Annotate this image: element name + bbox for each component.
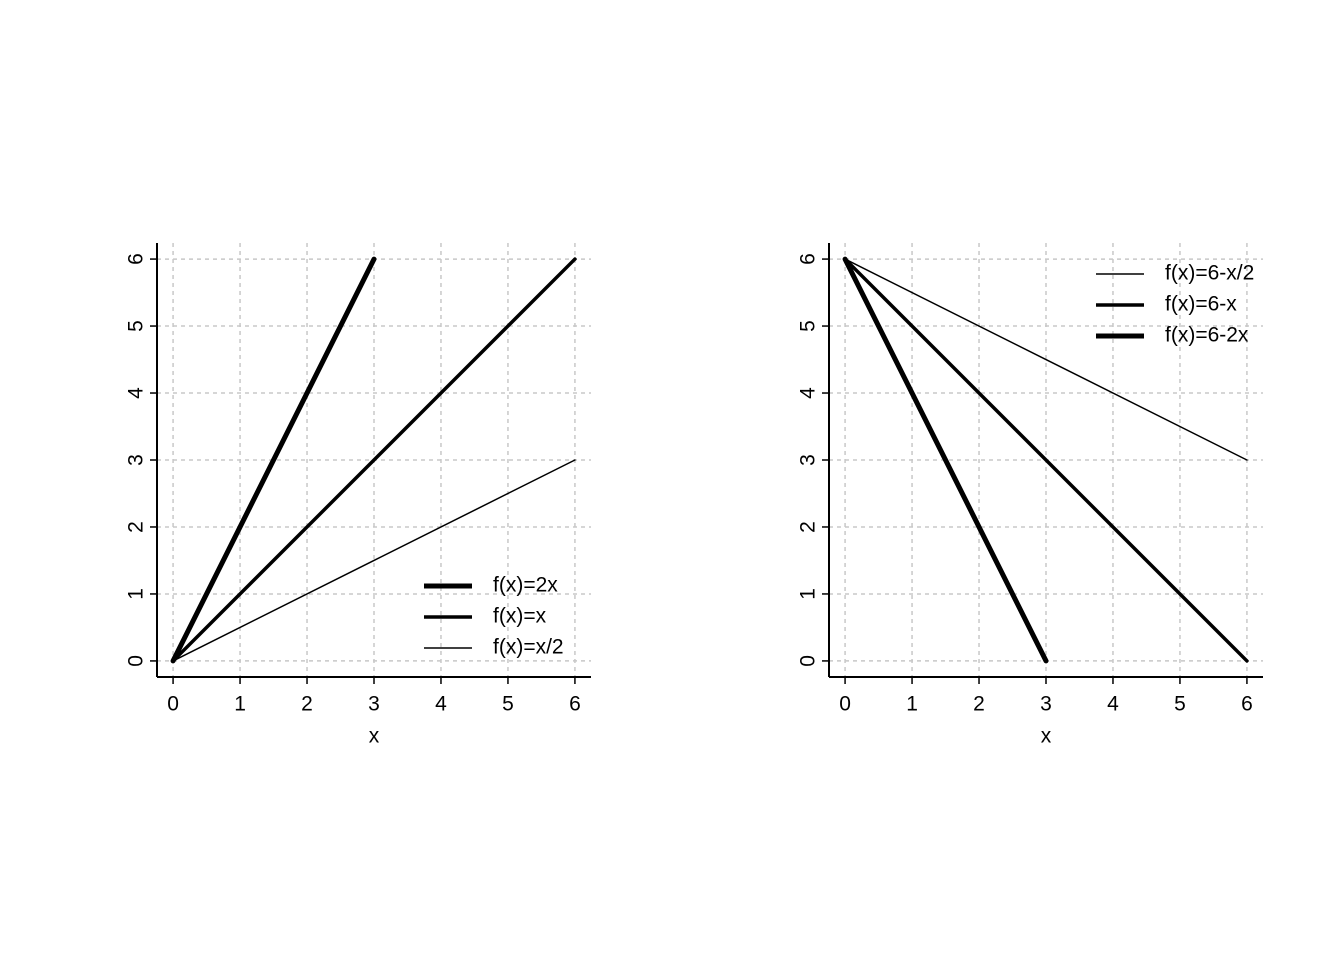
x-tick-label: 1 xyxy=(234,693,246,716)
series-line xyxy=(171,257,577,663)
x-tick-label: 4 xyxy=(435,693,447,716)
x-axis-label: x xyxy=(369,725,380,748)
x-tick-label: 3 xyxy=(1040,693,1052,716)
legend-label: f(x)=6-x/2 xyxy=(1165,262,1254,285)
y-tick-label: 6 xyxy=(125,253,148,265)
series-line xyxy=(844,258,1248,461)
legend-label: f(x)=6-x xyxy=(1165,293,1237,316)
y-tick-label: 0 xyxy=(797,655,820,667)
x-tick-label: 1 xyxy=(906,693,918,716)
y-tick-label: 5 xyxy=(125,320,148,332)
legend-label: f(x)=x/2 xyxy=(493,636,564,659)
y-tick-label: 2 xyxy=(125,521,148,533)
y-tick-label: 6 xyxy=(797,253,820,265)
y-tick-label: 5 xyxy=(797,320,820,332)
y-tick-label: 3 xyxy=(125,454,148,466)
x-tick-label: 5 xyxy=(502,693,514,716)
x-tick-label: 4 xyxy=(1107,693,1119,716)
x-tick-label: 3 xyxy=(368,693,380,716)
y-tick-label: 1 xyxy=(125,588,148,600)
series-line xyxy=(170,256,377,664)
x-axis-label: x xyxy=(1041,725,1052,748)
y-tick-label: 4 xyxy=(797,387,820,399)
legend-label: f(x)=6-2x xyxy=(1165,324,1249,347)
y-tick-label: 1 xyxy=(797,588,820,600)
y-tick-label: 0 xyxy=(125,655,148,667)
legend-label: f(x)=x xyxy=(493,605,547,628)
x-tick-label: 6 xyxy=(569,693,581,716)
x-tick-label: 2 xyxy=(973,693,985,716)
series-line xyxy=(842,256,1049,664)
y-tick-label: 2 xyxy=(797,521,820,533)
series-line xyxy=(172,459,576,662)
y-tick-label: 3 xyxy=(797,454,820,466)
x-tick-label: 0 xyxy=(839,693,851,716)
series-line xyxy=(843,257,1249,663)
y-tick-label: 4 xyxy=(125,387,148,399)
x-tick-label: 6 xyxy=(1241,693,1253,716)
x-tick-label: 5 xyxy=(1174,693,1186,716)
x-tick-label: 2 xyxy=(301,693,313,716)
x-tick-label: 0 xyxy=(167,693,179,716)
legend-label: f(x)=2x xyxy=(493,574,558,597)
